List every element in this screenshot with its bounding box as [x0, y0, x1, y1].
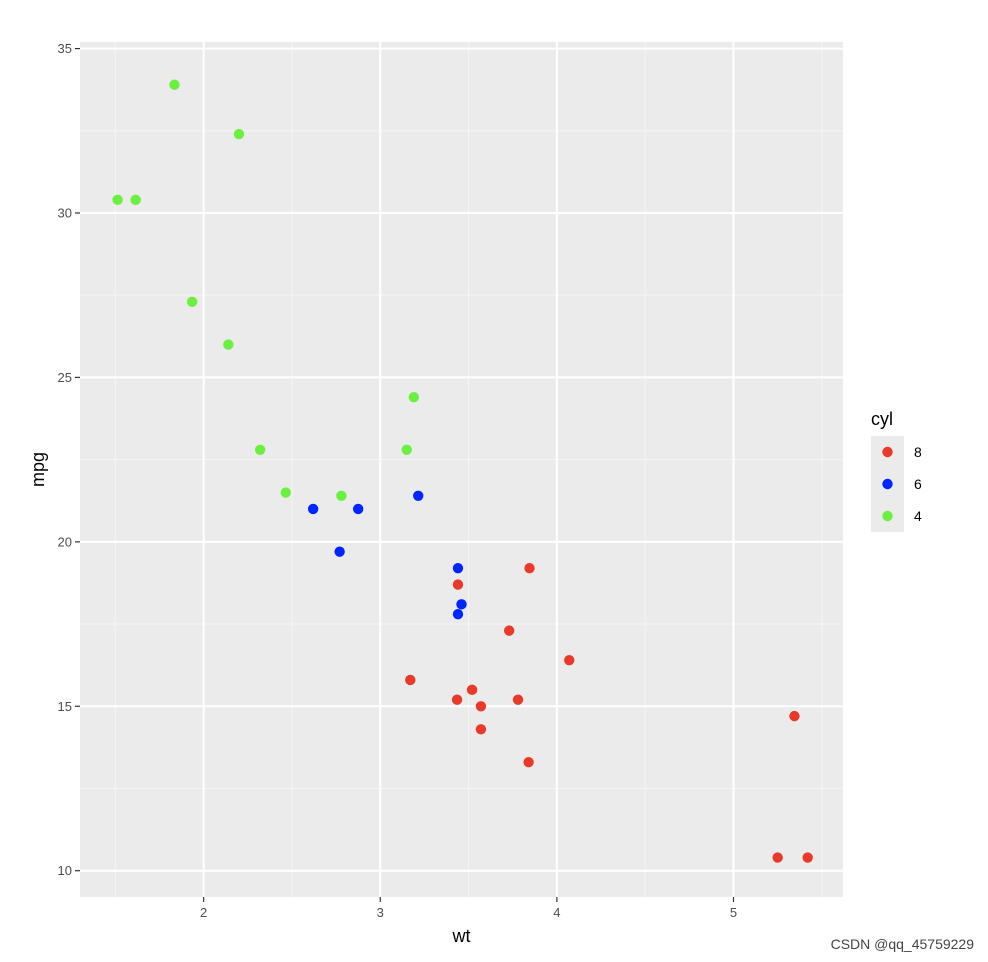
y-tick-label: 10 — [58, 863, 72, 878]
data-point-cyl-4 — [169, 79, 180, 90]
data-point-cyl-8 — [475, 724, 487, 735]
data-point-cyl-8 — [789, 710, 800, 722]
data-point-cyl-8 — [772, 852, 783, 863]
data-point-cyl-6 — [334, 546, 345, 557]
y-tick-label: 30 — [58, 206, 72, 221]
data-point-cyl-4 — [186, 296, 198, 307]
data-point-cyl-4 — [336, 490, 347, 502]
legend-marker-4 — [882, 510, 893, 522]
data-point-cyl-4 — [401, 444, 412, 455]
legend-label-6: 6 — [914, 476, 922, 492]
y-tick-label: 15 — [58, 699, 72, 714]
data-point-cyl-6 — [452, 608, 464, 620]
data-point-cyl-8 — [405, 674, 416, 686]
data-point-cyl-6 — [456, 599, 467, 610]
data-point-cyl-8 — [452, 579, 464, 590]
data-point-cyl-4 — [280, 487, 291, 498]
watermark: CSDN @qq_45759229 — [830, 936, 974, 952]
data-point-cyl-8 — [466, 684, 478, 696]
y-axis: 10 15 20 25 30 35 — [58, 41, 80, 878]
data-point-cyl-8 — [451, 694, 463, 705]
data-point-cyl-4 — [233, 128, 245, 140]
x-axis-title: wt — [452, 926, 471, 946]
x-tick-label: 3 — [377, 905, 384, 920]
grid-major — [80, 42, 843, 897]
y-tick-label: 20 — [58, 534, 72, 549]
legend: cyl 8 6 4 — [871, 409, 922, 532]
data-point-cyl-8 — [524, 562, 535, 574]
x-tick-label: 5 — [730, 905, 737, 920]
legend-marker-6 — [882, 478, 893, 490]
x-tick-label: 2 — [200, 905, 207, 920]
data-point-cyl-4 — [112, 194, 123, 206]
data-point-cyl-8 — [512, 694, 524, 705]
data-point-cyl-8 — [564, 655, 575, 666]
data-point-cyl-6 — [452, 562, 464, 574]
data-point-cyl-4 — [408, 391, 420, 403]
grid-minor — [80, 42, 843, 897]
data-point-cyl-4 — [254, 444, 266, 455]
data-point-cyl-8 — [475, 701, 487, 712]
x-axis: 2 3 4 5 — [200, 897, 737, 920]
x-tick-label: 4 — [553, 905, 560, 920]
data-point-cyl-8 — [802, 852, 813, 863]
y-axis-title: mpg — [28, 452, 48, 487]
plot-panel — [80, 42, 843, 897]
legend-label-8: 8 — [914, 444, 922, 460]
data-point-cyl-8 — [503, 625, 515, 636]
data-point-cyl-6 — [307, 503, 319, 515]
y-tick-label: 25 — [58, 370, 72, 385]
data-point-cyl-6 — [413, 490, 424, 502]
data-point-cyl-6 — [352, 503, 364, 515]
data-point-cyl-4 — [130, 194, 141, 206]
data-points — [112, 79, 813, 863]
legend-marker-8 — [882, 446, 893, 458]
legend-label-4: 4 — [914, 508, 922, 524]
legend-title: cyl — [871, 409, 893, 429]
y-tick-label: 35 — [58, 41, 72, 56]
data-point-cyl-8 — [523, 756, 534, 768]
data-point-cyl-4 — [223, 339, 234, 350]
